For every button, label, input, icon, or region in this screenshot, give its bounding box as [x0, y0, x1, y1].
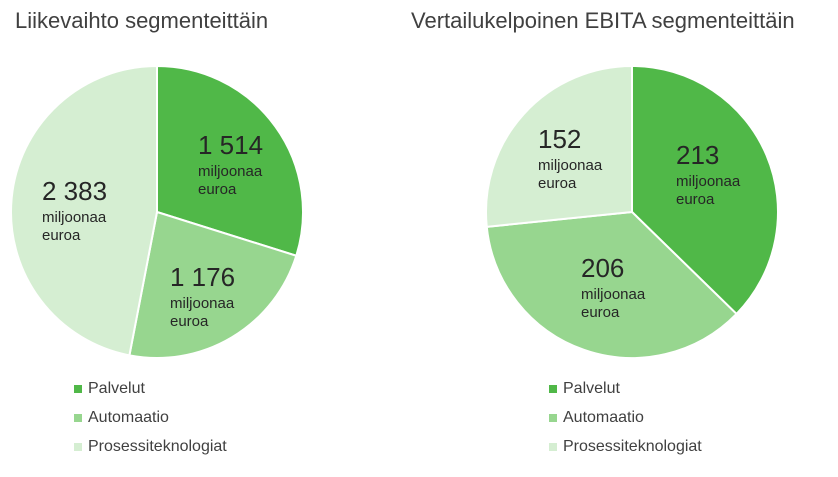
value-unit: miljoonaa	[538, 157, 603, 174]
value-unit: euroa	[538, 175, 577, 192]
legend-label: Automaatio	[563, 409, 644, 426]
value-label: 152	[538, 124, 581, 154]
value-unit: euroa	[42, 227, 81, 244]
legend-label: Prosessiteknologiat	[563, 438, 702, 455]
legend-swatch	[549, 443, 557, 451]
pie-slice	[128, 210, 298, 359]
value-label: 206	[581, 253, 624, 283]
value-label: 2 383	[42, 176, 107, 206]
pie-slice	[10, 64, 158, 357]
value-unit: miljoonaa	[676, 173, 741, 190]
value-unit: miljoonaa	[42, 209, 107, 226]
legend-swatch	[74, 385, 82, 393]
value-unit: euroa	[581, 304, 620, 321]
pie-slice	[485, 210, 738, 359]
legend-swatch	[74, 443, 82, 451]
pie-slice	[156, 64, 304, 258]
chart-title: Liikevaihto segmenteittäin	[15, 8, 268, 33]
chart-title: Vertailukelpoinen EBITA segmenteittäin	[411, 8, 795, 33]
value-unit: euroa	[676, 191, 715, 208]
pie-slice	[631, 64, 779, 316]
legend-swatch	[549, 385, 557, 393]
legend-label: Palvelut	[88, 380, 145, 397]
legend-label: Prosessiteknologiat	[88, 438, 227, 455]
legend-label: Automaatio	[88, 409, 169, 426]
value-unit: euroa	[170, 313, 209, 330]
value-unit: miljoonaa	[581, 286, 646, 303]
value-label: 1 176	[170, 262, 235, 292]
value-label: 213	[676, 140, 719, 170]
legend-swatch	[74, 414, 82, 422]
value-unit: miljoonaa	[198, 163, 263, 180]
legend-label: Palvelut	[563, 380, 620, 397]
value-unit: miljoonaa	[170, 295, 235, 312]
legend-swatch	[549, 414, 557, 422]
pie-slice	[485, 64, 633, 228]
value-unit: euroa	[198, 181, 237, 198]
value-label: 1 514	[198, 130, 263, 160]
